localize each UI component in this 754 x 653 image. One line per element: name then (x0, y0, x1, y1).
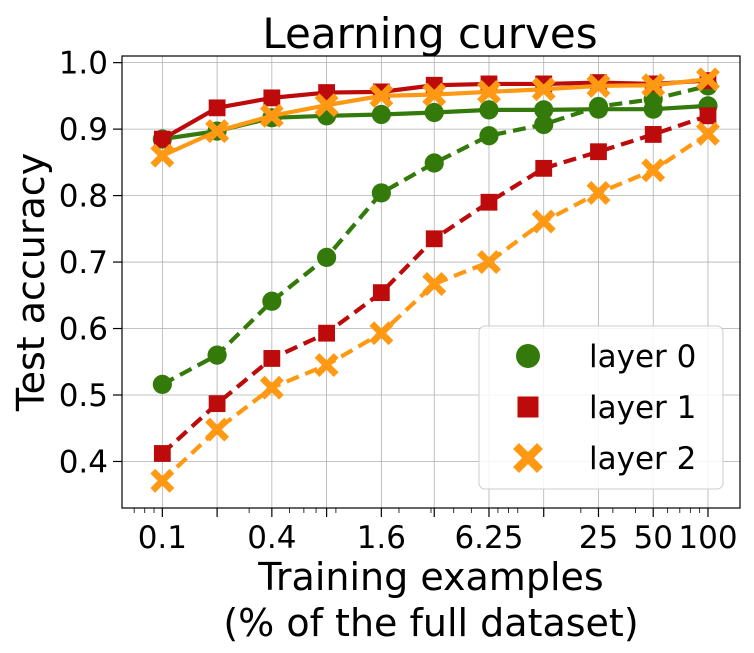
series-5-point-0 (150, 468, 175, 493)
series-5-point-5 (422, 272, 447, 296)
series-0-point-7 (534, 100, 554, 120)
series-4-point-7 (531, 77, 556, 102)
series-5-point-6 (477, 250, 501, 275)
series-3-point-9 (644, 126, 662, 143)
legend-item-0: layer 0 (516, 339, 696, 375)
series-layer (150, 67, 720, 493)
series-2-point-1 (208, 99, 226, 117)
series-1-point-8 (588, 96, 609, 117)
x-tick-label-4: 25 (579, 520, 618, 556)
series-2-point-2 (263, 89, 281, 107)
series-1-point-1 (207, 345, 227, 365)
legend-marker-0 (516, 344, 540, 368)
series-4-point-2 (259, 103, 284, 128)
x-tick-label-1: 0.4 (247, 520, 296, 556)
series-3-point-8 (590, 143, 607, 161)
x-tick-label-6: 100 (678, 520, 737, 556)
series-1-point-7 (534, 114, 554, 135)
series-5-point-10 (696, 121, 720, 146)
legend-label-2: layer 2 (589, 441, 696, 477)
series-4-point-3 (314, 93, 339, 118)
legend-label-0: layer 0 (589, 339, 696, 375)
series-2-point-0 (153, 130, 171, 148)
x-tick-label-2: 1.6 (357, 520, 406, 556)
series-5-dashed (150, 121, 720, 493)
series-1-point-4 (371, 183, 391, 203)
series-5-point-1 (205, 417, 230, 442)
series-1-point-5 (424, 153, 444, 173)
series-5-point-9 (641, 158, 666, 183)
series-0-point-5 (424, 102, 444, 123)
series-4-solid (150, 67, 720, 168)
legend-label-1: layer 1 (589, 390, 696, 426)
series-3-point-7 (535, 159, 553, 177)
x-axis-label-line-1: Training examples (257, 555, 603, 599)
series-0-point-4 (371, 104, 391, 125)
chart-title: Learning curves (262, 9, 597, 58)
x-tick-label-3: 6.25 (454, 520, 523, 556)
series-5-point-8 (586, 180, 611, 205)
series-3-point-1 (208, 395, 226, 413)
series-5-line (160, 132, 710, 483)
series-4-point-5 (422, 82, 447, 107)
series-1-dashed (152, 76, 718, 394)
series-4-point-10 (696, 67, 720, 92)
series-1-line (161, 83, 709, 387)
y-tick-label-0: 0.4 (59, 444, 108, 480)
series-3-point-6 (480, 193, 498, 211)
y-tick-label-6: 1.0 (59, 46, 108, 82)
series-1-point-0 (152, 374, 172, 394)
series-4-point-4 (369, 83, 394, 108)
series-0-point-6 (479, 100, 499, 120)
y-tick-label-2: 0.6 (59, 312, 108, 348)
series-3-point-0 (153, 445, 171, 462)
series-3-point-2 (263, 350, 281, 367)
series-3-point-4 (372, 284, 390, 302)
series-1-point-3 (316, 247, 337, 268)
y-tick-label-4: 0.8 (59, 179, 108, 215)
y-axis-label: Test accuracy (9, 153, 53, 412)
series-4-point-9 (641, 73, 666, 98)
series-3-point-3 (318, 324, 335, 342)
x-axis-label-line-2: (% of the full dataset) (223, 601, 638, 645)
series-1-point-6 (479, 126, 499, 146)
x-tick-label-5: 50 (633, 520, 672, 556)
series-3-point-5 (425, 230, 443, 248)
series-5-point-3 (314, 353, 339, 378)
legend-marker-2 (513, 443, 543, 473)
series-3-dashed (153, 107, 717, 462)
series-5-point-7 (531, 209, 556, 234)
series-4-point-1 (205, 119, 230, 144)
series-1-point-2 (262, 291, 282, 311)
series-4-point-0 (150, 143, 175, 168)
series-5-point-4 (369, 321, 394, 346)
legend-marker-1 (517, 396, 539, 418)
legend-item-1: layer 1 (517, 390, 696, 426)
series-3-point-10 (699, 107, 717, 125)
y-tick-label-5: 0.9 (59, 112, 108, 148)
legend-item-2: layer 2 (513, 441, 696, 477)
axis-ticks: 0.1 0.4 1.6 6.25 25 50 100 0.4 0.5 0.6 0.7 0.8 0.9 1.… (59, 46, 738, 556)
y-tick-label-1: 0.5 (59, 378, 108, 414)
series-4-point-8 (586, 73, 611, 98)
legend: layer 0 layer 1 layer 2 (478, 325, 724, 490)
y-tick-label-3: 0.7 (59, 245, 108, 281)
series-5-point-2 (259, 375, 284, 400)
x-tick-label-0: 0.1 (138, 520, 187, 556)
series-4-point-6 (477, 79, 501, 104)
